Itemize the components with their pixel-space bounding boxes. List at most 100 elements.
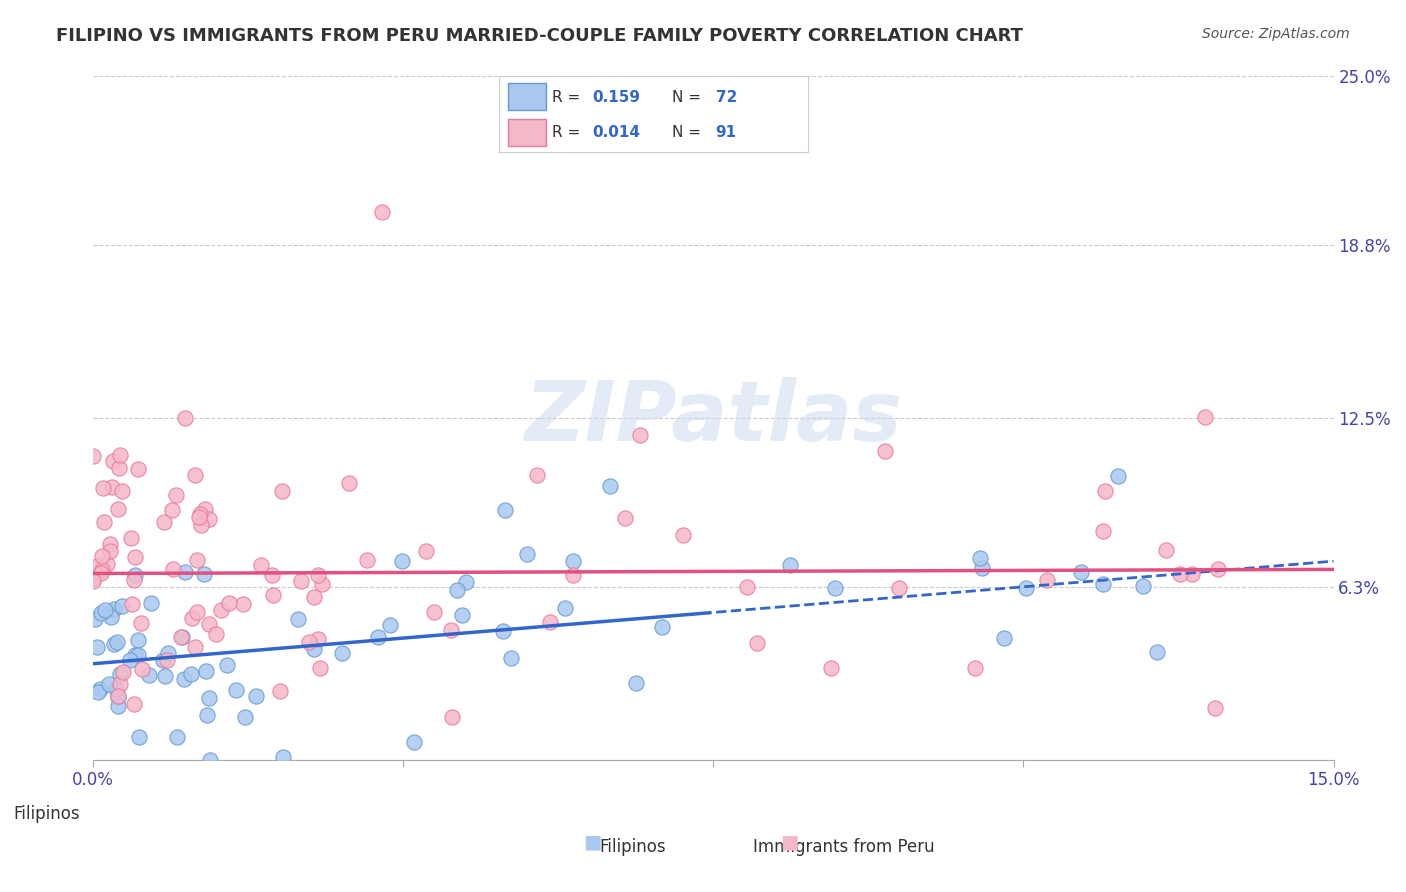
Filipinos: [89, 682, 111, 697]
Immigrants from Peru: [111, 483, 134, 498]
Filipinos: [127, 633, 149, 648]
Text: N =: N =: [672, 125, 702, 140]
Immigrants from Peru: [873, 444, 896, 458]
Bar: [509, 84, 546, 110]
Text: N =: N =: [672, 89, 702, 104]
Immigrants from Peru: [156, 653, 179, 667]
Immigrants from Peru: [91, 563, 114, 577]
Filipinos: [108, 666, 131, 681]
Text: 72: 72: [716, 89, 737, 104]
Filipinos: [153, 669, 176, 683]
Immigrants from Peru: [672, 528, 695, 542]
Immigrants from Peru: [124, 550, 146, 565]
Filipinos: [1107, 468, 1129, 483]
Filipinos: [217, 658, 239, 673]
Filipinos: [554, 601, 576, 615]
Immigrants from Peru: [262, 588, 284, 602]
Immigrants from Peru: [100, 480, 122, 494]
Filipinos: [824, 581, 846, 595]
Filipinos: [103, 637, 125, 651]
Immigrants from Peru: [198, 617, 221, 632]
Filipinos: [492, 624, 515, 639]
Immigrants from Peru: [1154, 543, 1177, 558]
Immigrants from Peru: [91, 482, 114, 496]
Immigrants from Peru: [614, 510, 637, 524]
Immigrants from Peru: [122, 573, 145, 587]
Immigrants from Peru: [1168, 566, 1191, 581]
Immigrants from Peru: [198, 512, 221, 526]
Immigrants from Peru: [112, 665, 135, 680]
Immigrants from Peru: [129, 615, 152, 630]
Immigrants from Peru: [110, 449, 132, 463]
Text: 0.159: 0.159: [592, 89, 640, 104]
Filipinos: [302, 642, 325, 657]
Immigrants from Peru: [174, 411, 197, 425]
Filipinos: [1070, 566, 1092, 580]
Immigrants from Peru: [628, 428, 651, 442]
Filipinos: [173, 672, 195, 686]
Immigrants from Peru: [423, 606, 446, 620]
Filipinos: [494, 503, 516, 517]
Text: 0.014: 0.014: [592, 125, 640, 140]
Immigrants from Peru: [1091, 524, 1114, 539]
Filipinos: [287, 612, 309, 626]
Immigrants from Peru: [250, 558, 273, 573]
Immigrants from Peru: [440, 710, 463, 724]
Filipinos: [157, 646, 180, 660]
Filipinos: [84, 612, 107, 626]
Text: Filipinos: Filipinos: [599, 838, 666, 856]
Immigrants from Peru: [184, 640, 207, 654]
Immigrants from Peru: [160, 502, 183, 516]
Text: Filipinos: Filipinos: [14, 805, 80, 823]
Immigrants from Peru: [194, 502, 217, 516]
Filipinos: [107, 698, 129, 713]
Immigrants from Peru: [232, 597, 254, 611]
Filipinos: [104, 682, 127, 697]
Immigrants from Peru: [107, 689, 129, 703]
Immigrants from Peru: [538, 615, 561, 630]
Filipinos: [107, 635, 129, 649]
Immigrants from Peru: [302, 591, 325, 605]
Filipinos: [969, 551, 991, 566]
Filipinos: [172, 630, 194, 644]
Immigrants from Peru: [188, 507, 211, 521]
Immigrants from Peru: [209, 602, 232, 616]
Filipinos: [180, 667, 202, 681]
Filipinos: [124, 567, 146, 582]
Filipinos: [454, 574, 477, 589]
Filipinos: [1132, 579, 1154, 593]
Immigrants from Peru: [308, 661, 330, 675]
Filipinos: [166, 730, 188, 744]
Immigrants from Peru: [91, 549, 114, 563]
Bar: [509, 119, 546, 145]
Filipinos: [380, 618, 402, 632]
Immigrants from Peru: [82, 449, 104, 463]
Filipinos: [193, 566, 215, 581]
Immigrants from Peru: [86, 558, 108, 573]
Filipinos: [446, 583, 468, 598]
Immigrants from Peru: [526, 467, 548, 482]
Text: ■: ■: [780, 833, 799, 852]
Immigrants from Peru: [127, 461, 149, 475]
Immigrants from Peru: [121, 598, 143, 612]
Immigrants from Peru: [107, 501, 129, 516]
Filipinos: [993, 631, 1015, 645]
Immigrants from Peru: [1094, 483, 1116, 498]
Immigrants from Peru: [131, 662, 153, 676]
Filipinos: [86, 640, 108, 655]
Immigrants from Peru: [1181, 567, 1204, 582]
Filipinos: [1092, 577, 1115, 591]
Text: ZIPatlas: ZIPatlas: [524, 377, 903, 458]
Filipinos: [195, 707, 218, 722]
Immigrants from Peru: [371, 205, 394, 219]
Filipinos: [138, 668, 160, 682]
Filipinos: [599, 479, 621, 493]
Text: Source: ZipAtlas.com: Source: ZipAtlas.com: [1202, 27, 1350, 41]
Immigrants from Peru: [165, 488, 187, 502]
Filipinos: [139, 595, 162, 609]
Immigrants from Peru: [122, 697, 145, 711]
Immigrants from Peru: [260, 567, 283, 582]
Filipinos: [198, 752, 221, 766]
Immigrants from Peru: [170, 630, 193, 644]
Filipinos: [233, 709, 256, 723]
